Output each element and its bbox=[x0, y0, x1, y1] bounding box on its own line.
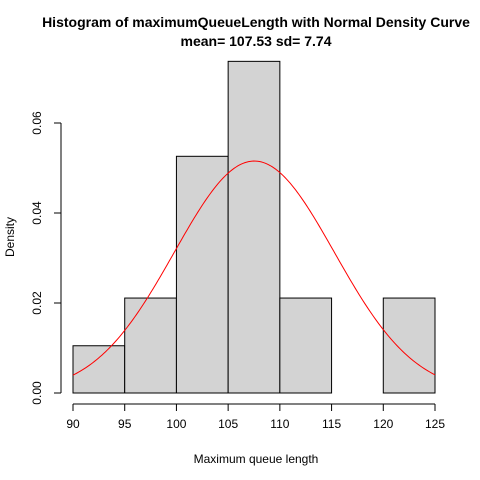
histogram-bar-100-105 bbox=[175, 155, 229, 394]
y-tick-label: 0.00 bbox=[30, 381, 44, 405]
histogram-bar-120-125 bbox=[382, 297, 436, 394]
x-tick-label: 125 bbox=[425, 417, 445, 431]
y-axis-label: Density bbox=[3, 217, 17, 257]
chart-title: Histogram of maximumQueueLength with Nor… bbox=[42, 14, 470, 30]
x-tick-label: 110 bbox=[270, 417, 289, 431]
chart-subtitle: mean= 107.53 sd= 7.74 bbox=[181, 33, 332, 49]
x-axis: 90 95 100 105 110 115 120 125 bbox=[66, 403, 445, 431]
y-axis: 0.00 0.02 0.04 0.06 bbox=[30, 111, 62, 405]
histogram-bar-90-95 bbox=[72, 345, 126, 394]
x-axis-label: Maximum queue length bbox=[194, 452, 319, 466]
x-tick-label: 100 bbox=[166, 417, 186, 431]
x-tick-label: 115 bbox=[322, 417, 341, 431]
x-tick-label: 120 bbox=[373, 417, 393, 431]
x-tick-label: 90 bbox=[66, 417, 80, 431]
histogram-bar-95-100 bbox=[124, 297, 177, 394]
histogram-bars bbox=[72, 60, 436, 394]
y-tick-label: 0.02 bbox=[30, 291, 44, 315]
x-tick-label: 105 bbox=[218, 417, 238, 431]
normal-density-curve bbox=[72, 160, 436, 376]
y-tick-label: 0.04 bbox=[30, 201, 44, 225]
y-tick-label: 0.06 bbox=[30, 111, 44, 135]
histogram-bar-105-110 bbox=[227, 60, 281, 394]
histogram-bar-110-115 bbox=[279, 297, 333, 394]
x-tick-label: 95 bbox=[118, 417, 132, 431]
